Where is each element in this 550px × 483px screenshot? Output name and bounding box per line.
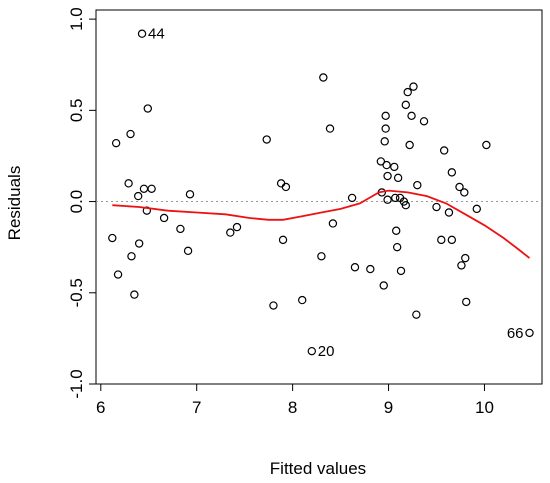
data-point (405, 140, 414, 150)
data-point (108, 233, 117, 243)
y-axis-label: Residuals (5, 166, 24, 241)
data-point (444, 208, 454, 217)
data-point (382, 160, 391, 170)
data-point (419, 117, 429, 126)
data-point (328, 219, 338, 228)
data-point (462, 297, 471, 307)
data-point (127, 252, 136, 261)
data-point (447, 168, 457, 177)
data-point (409, 82, 418, 91)
x-axis: 6 7 8 9 10 (96, 383, 494, 417)
data-point (376, 157, 386, 166)
data-point (226, 228, 235, 237)
data-point (147, 184, 156, 193)
point-id-label: 20 (318, 343, 335, 360)
points-layer (108, 29, 534, 356)
data-point (472, 204, 481, 214)
data-point (447, 235, 457, 245)
data-point (159, 213, 169, 223)
data-point (366, 264, 375, 274)
data-point (396, 266, 406, 276)
data-point (307, 346, 317, 356)
smoother-layer (112, 189, 531, 259)
x-tick-label: 6 (96, 398, 105, 417)
data-point (482, 140, 491, 150)
data-point (126, 129, 135, 139)
y-tick-label: 0.5 (67, 99, 86, 123)
data-point (139, 184, 149, 193)
data-point (403, 87, 412, 97)
data-point (437, 235, 446, 245)
data-point (379, 281, 388, 290)
data-point (381, 124, 390, 133)
data-point (413, 180, 422, 190)
data-point (380, 137, 389, 146)
data-point (461, 253, 470, 263)
data-point (350, 263, 360, 272)
data-point (276, 179, 286, 188)
data-point (432, 202, 441, 212)
data-point (278, 235, 288, 245)
data-point (393, 173, 403, 183)
data-point (113, 270, 123, 279)
data-point (412, 310, 421, 319)
data-point (269, 301, 278, 310)
data-point (134, 239, 144, 248)
data-point (383, 171, 392, 181)
y-tick-label: 1.0 (67, 7, 86, 31)
y-tick-label: -0.5 (67, 278, 86, 307)
plot-frame (95, 9, 543, 385)
data-point (319, 73, 328, 82)
x-axis-label: Fitted values (270, 459, 366, 478)
point-label-layer: 44 20 66 (148, 26, 523, 360)
data-point (457, 261, 466, 270)
data-point (134, 191, 143, 201)
data-point (347, 193, 357, 203)
data-point (392, 242, 402, 252)
x-tick-label: 9 (384, 398, 393, 417)
data-point (185, 190, 195, 199)
data-point (176, 224, 185, 234)
data-point (525, 328, 534, 338)
x-tick-label: 10 (475, 398, 494, 417)
y-tick-label: -1.0 (67, 369, 86, 398)
smoother-line (112, 189, 531, 259)
data-point (298, 295, 307, 305)
data-point (143, 104, 152, 113)
data-point (391, 193, 400, 203)
data-point (124, 179, 133, 188)
x-tick-label: 8 (288, 398, 297, 417)
data-point (439, 146, 449, 155)
data-point (455, 182, 464, 192)
data-point (401, 100, 411, 110)
data-point (390, 162, 399, 172)
x-tick-label: 7 (192, 398, 201, 417)
point-id-label: 44 (148, 26, 165, 43)
data-point (137, 29, 147, 38)
data-point (317, 252, 326, 261)
data-point (392, 226, 401, 235)
data-point (232, 222, 242, 232)
data-point (183, 246, 193, 256)
y-axis: -1.0 -0.5 0.0 0.5 1.0 (67, 7, 97, 399)
data-point (401, 201, 411, 210)
data-point (325, 124, 335, 133)
point-id-label: 66 (507, 325, 524, 342)
data-point (111, 138, 121, 148)
data-point (407, 111, 416, 121)
y-tick-label: 0.0 (67, 190, 86, 214)
data-point (460, 188, 469, 197)
data-point (130, 290, 139, 299)
data-point (383, 195, 392, 204)
data-point (281, 182, 291, 192)
data-point (381, 111, 390, 121)
data-point (262, 135, 271, 144)
